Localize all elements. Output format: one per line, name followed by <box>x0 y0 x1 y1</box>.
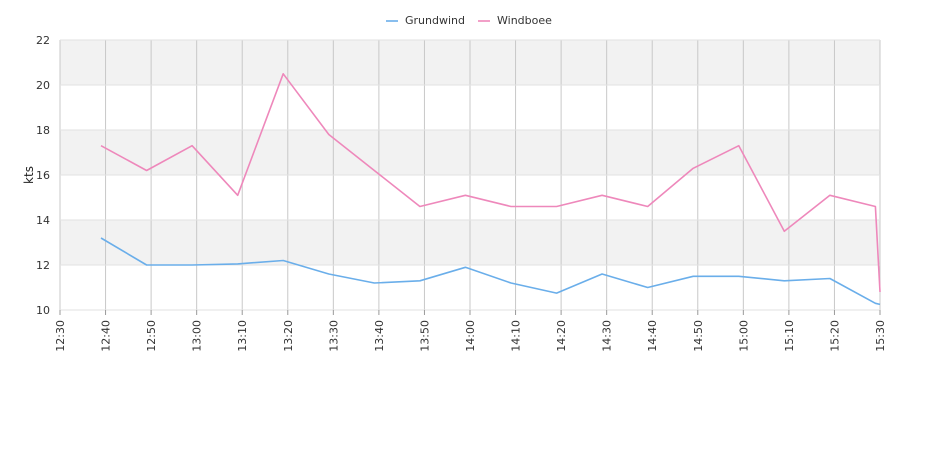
series-lines <box>100 73 881 306</box>
x-tick-label: 14:20 <box>555 320 568 352</box>
x-tick-label: 12:50 <box>145 320 158 352</box>
x-tick-label: 14:10 <box>510 320 523 352</box>
x-tick-label: 15:00 <box>737 320 750 352</box>
y-tick-label: 16 <box>36 169 50 182</box>
x-tick-label: 13:00 <box>191 320 204 352</box>
x-tick-label: 12:40 <box>100 320 113 352</box>
x-tick-label: 13:30 <box>327 320 340 352</box>
y-tick-label: 12 <box>36 259 50 272</box>
y-axis: 10 12 14 16 18 20 22 <box>36 34 50 317</box>
x-tick-label: 13:40 <box>373 320 386 352</box>
legend: Grundwind Windboee <box>386 14 552 27</box>
x-tick-label: 13:20 <box>282 320 295 352</box>
x-tick-label: 14:40 <box>646 320 659 352</box>
legend-label: Grundwind <box>405 14 465 27</box>
x-tick-label: 14:00 <box>464 320 477 352</box>
legend-label: Windboee <box>497 14 552 27</box>
x-tick-label: 14:50 <box>692 320 705 352</box>
y-tick-label: 10 <box>36 304 50 317</box>
y-tick-label: 20 <box>36 79 50 92</box>
x-tick-label: 15:30 <box>874 320 887 352</box>
x-tick-label: 13:10 <box>236 320 249 352</box>
y-tick-label: 14 <box>36 214 50 227</box>
x-tick-label: 12:30 <box>54 320 67 352</box>
x-tick-label: 15:10 <box>783 320 796 352</box>
y-axis-title: kts <box>22 166 36 184</box>
x-tick-label: 15:20 <box>828 320 841 352</box>
x-tick-label: 13:50 <box>418 320 431 352</box>
x-axis: 12:30 12:40 12:50 13:00 13:10 13:20 13:30 13:40… <box>54 310 887 352</box>
y-tick-label: 22 <box>36 34 50 47</box>
series-line-grundwind <box>100 237 881 306</box>
series-line-windboee <box>100 73 881 293</box>
y-tick-label: 18 <box>36 124 50 137</box>
x-tick-label: 14:30 <box>601 320 614 352</box>
